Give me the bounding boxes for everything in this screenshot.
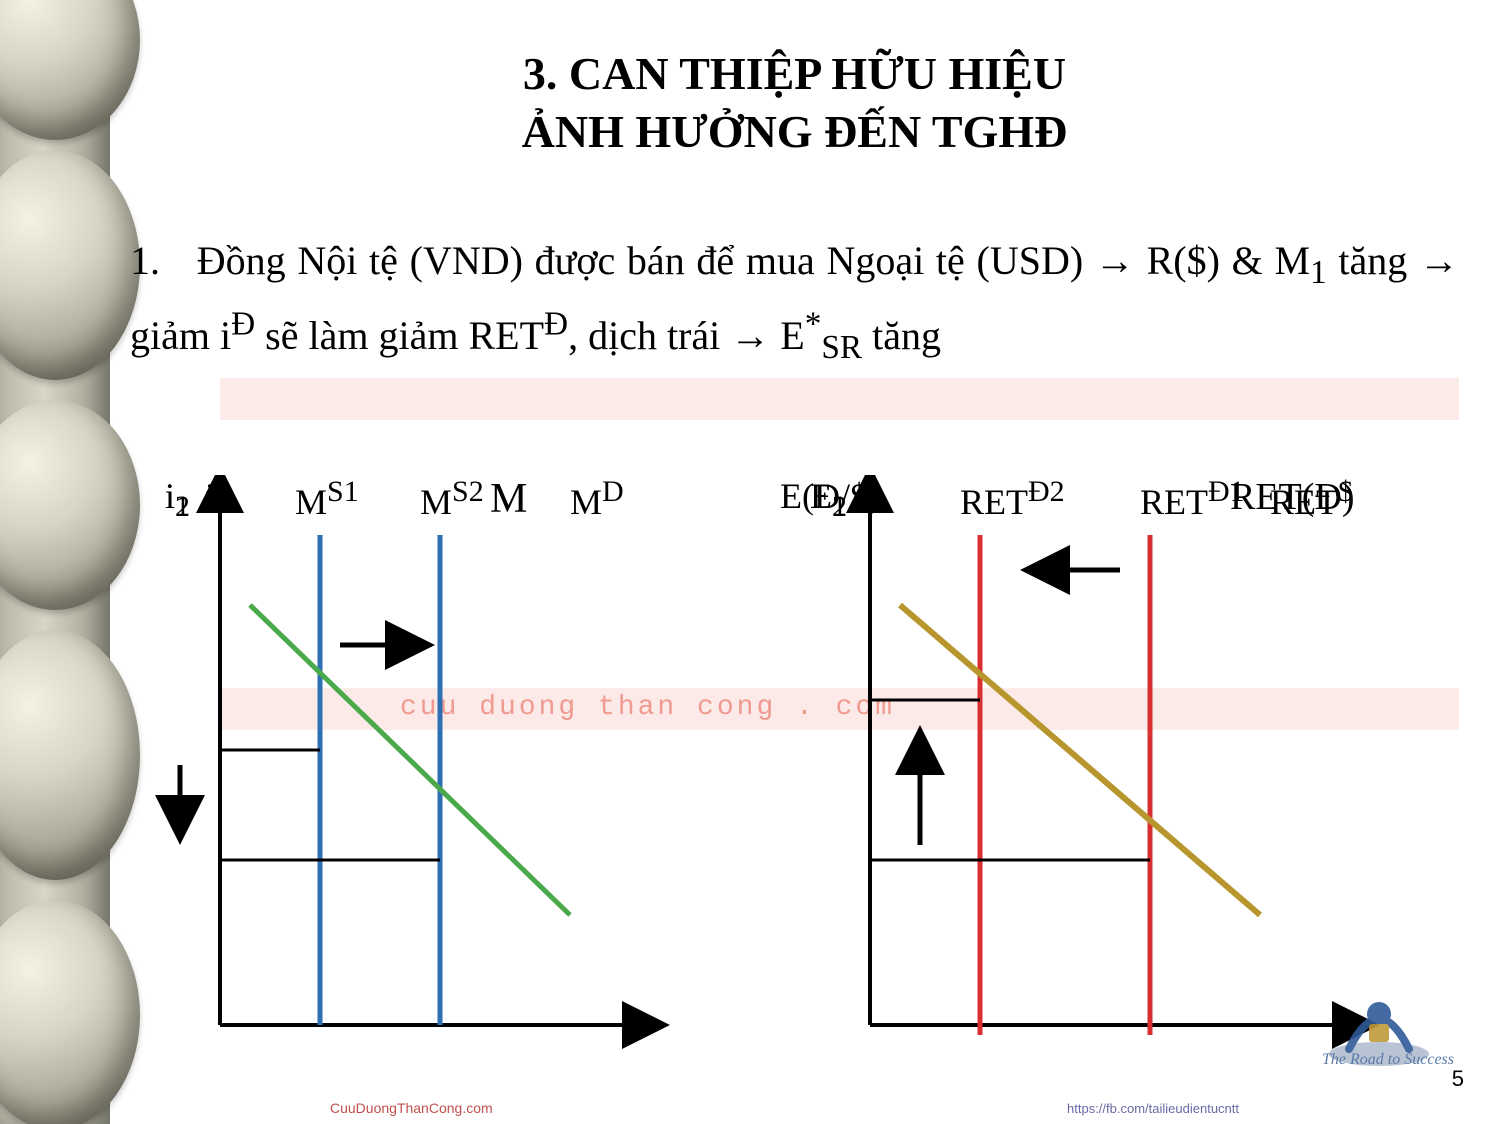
body-content: Đồng Nội tệ (VND) được bán để mua Ngoại … xyxy=(130,238,1459,358)
e1-label: E1 xyxy=(810,475,847,524)
ms1-label: MS1 xyxy=(295,475,359,523)
logo-caption: The Road to Success xyxy=(1322,1051,1454,1069)
retd1-label: RETĐ1 xyxy=(1140,475,1245,523)
list-number: 1. xyxy=(130,230,185,292)
footer-left-link: CuuDuongThanCong.com xyxy=(330,1100,493,1116)
page-number: 5 xyxy=(1452,1066,1464,1092)
x-axis-label-left: M xyxy=(490,475,527,523)
md-label: MD xyxy=(570,475,624,523)
graph-area: i MS1 MS2 MD i1 i2 M E(Đ/$) RETĐ2 RETĐ1 xyxy=(130,475,1469,1124)
ret-dollar-line xyxy=(900,605,1260,915)
title-line-1: 3. CAN THIỆP HỮU HIỆU xyxy=(120,45,1469,103)
y-axis-label-left: i xyxy=(205,475,215,517)
body-text: 1. Đồng Nội tệ (VND) được bán để mua Ngo… xyxy=(130,230,1459,374)
footer-right-link: https://fb.com/tailieudientucntt xyxy=(1067,1101,1239,1116)
coin-strip xyxy=(0,0,110,1124)
ms2-label: MS2 xyxy=(420,475,484,523)
money-market-graph xyxy=(130,475,730,1124)
i2-label: i2 xyxy=(165,475,190,524)
retd2-label: RETĐ2 xyxy=(960,475,1065,523)
md-line xyxy=(250,605,570,915)
title-line-2: ẢNH HƯỞNG ĐẾN TGHĐ xyxy=(120,103,1469,161)
watermark-band-1 xyxy=(220,378,1459,420)
x-axis-label-right: RET(Đ) xyxy=(1230,475,1355,519)
slide-title: 3. CAN THIỆP HỮU HIỆU ẢNH HƯỞNG ĐẾN TGHĐ xyxy=(120,45,1469,160)
